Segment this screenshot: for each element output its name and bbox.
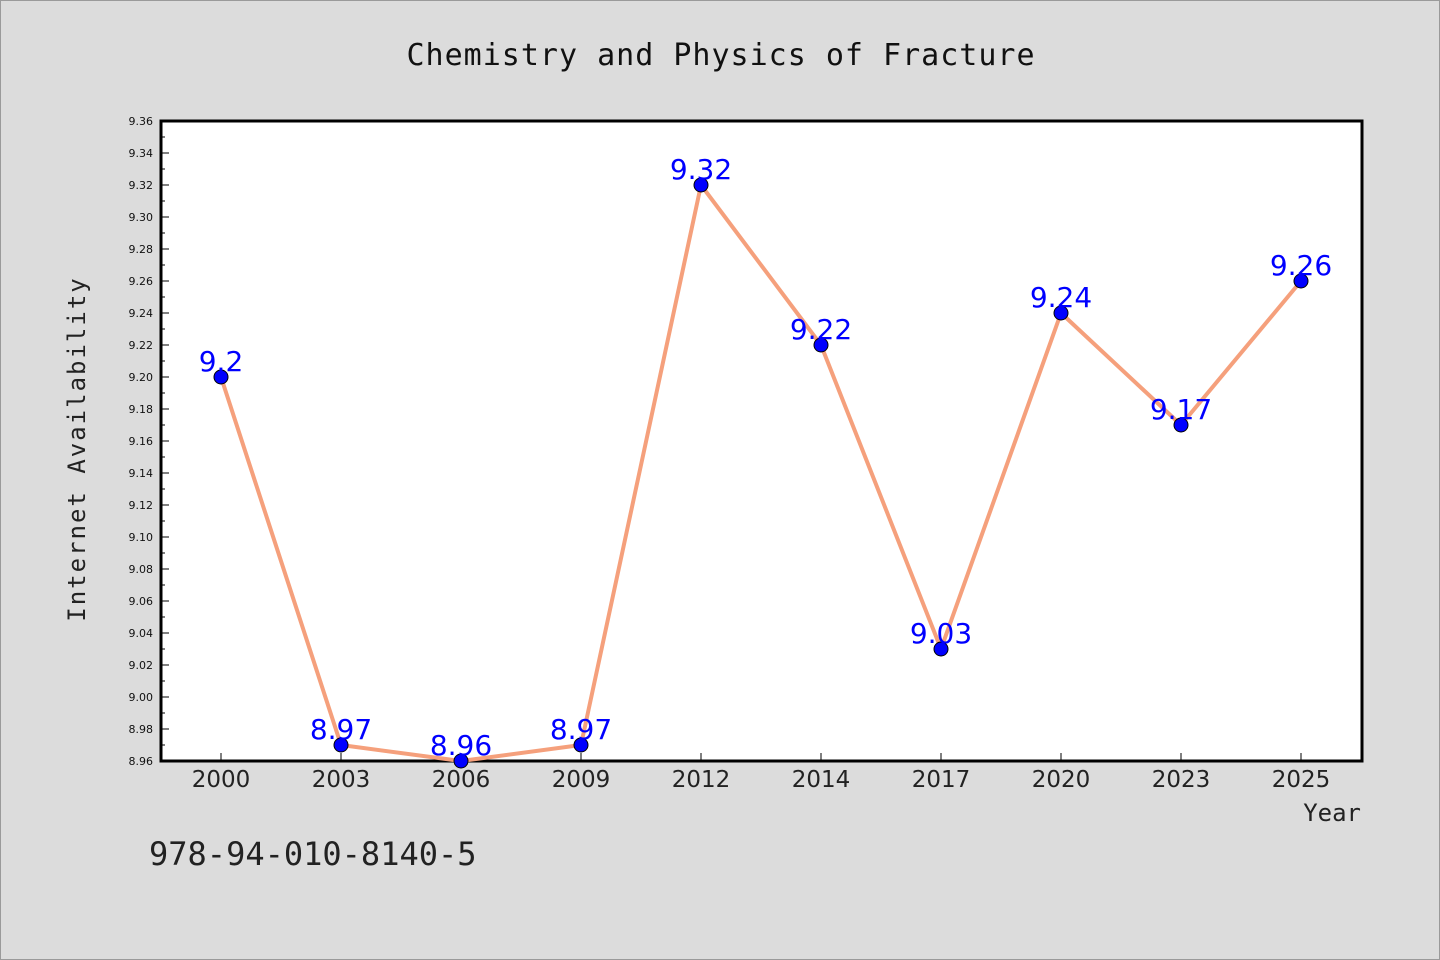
x-tick-label: 2012 [672, 767, 731, 793]
data-point [453, 753, 469, 769]
data-label: 9.22 [790, 313, 852, 346]
y-tick-label: 9.28 [129, 243, 154, 256]
x-tick-label: 2009 [552, 767, 611, 793]
y-tick-label: 9.34 [129, 147, 154, 160]
y-tick-label: 9.22 [129, 339, 154, 352]
data-label: 9.2 [199, 345, 244, 378]
y-tick-label: 9.30 [129, 211, 154, 224]
x-tick-label: 2000 [192, 767, 251, 793]
y-tick-label: 9.10 [129, 531, 154, 544]
data-label: 8.97 [310, 713, 372, 746]
y-tick-label: 9.24 [129, 307, 154, 320]
y-tick-label: 8.98 [129, 723, 154, 736]
y-tick-label: 9.04 [129, 627, 154, 640]
data-point [213, 369, 229, 385]
y-tick-label: 8.96 [129, 755, 154, 768]
data-point [1173, 417, 1189, 433]
data-label-layer: 9.2 8.97 8.96 8.97 9.32 9.22 9.03 9.24 9.17 9.26 [199, 153, 1332, 762]
y-tick-label: 9.26 [129, 275, 154, 288]
data-label: 9.26 [1270, 249, 1332, 282]
footer-isbn: 978-94-010-8140-5 [149, 835, 477, 873]
y-tick-label: 9.20 [129, 371, 154, 384]
y-tick-label: 9.06 [129, 595, 154, 608]
y-tick-label: 9.18 [129, 403, 154, 416]
series-line [219, 183, 1303, 763]
data-point [1293, 273, 1309, 289]
y-tick-label: 9.08 [129, 563, 154, 576]
y-tick-label: 9.14 [129, 467, 154, 480]
data-label: 9.03 [910, 617, 972, 650]
x-tick-label: 2003 [312, 767, 371, 793]
data-point [333, 737, 349, 753]
marker-layer [213, 177, 1309, 769]
data-point [573, 737, 589, 753]
data-point [693, 177, 709, 193]
data-point [1053, 305, 1069, 321]
x-axis-title: Year [1303, 799, 1361, 827]
y-tick-label: 9.00 [129, 691, 154, 704]
y-axis-title: Internet Availability [63, 276, 91, 621]
data-label: 9.17 [1150, 393, 1212, 426]
plot-area [159, 119, 1364, 763]
data-point [933, 641, 949, 657]
series-layer [219, 183, 1303, 763]
y-tick-label: 9.02 [129, 659, 154, 672]
data-label: 9.24 [1030, 281, 1092, 314]
data-label: 8.96 [430, 729, 492, 762]
x-tick-label: 2025 [1272, 767, 1331, 793]
y-tick-label: 9.16 [129, 435, 154, 448]
y-tick-label: 9.32 [129, 179, 154, 192]
y-tick-label: 9.12 [129, 499, 154, 512]
chart-title: Chemistry and Physics of Fracture [406, 38, 1035, 73]
x-tick-label: 2020 [1032, 767, 1091, 793]
y-axis: 8.96 8.98 9.00 9.02 9.04 9.06 9.08 9.10 9.12 9.14… [129, 115, 169, 768]
x-tick-label: 2017 [912, 767, 971, 793]
data-label: 8.97 [550, 713, 612, 746]
x-axis: 2000 2003 2006 2009 2012 2014 2017 2020 2023 2025 [192, 753, 1331, 793]
data-point [813, 337, 829, 353]
x-tick-label: 2014 [792, 767, 851, 793]
x-tick-label: 2023 [1152, 767, 1211, 793]
y-tick-label: 9.36 [129, 115, 154, 128]
x-tick-label: 2006 [432, 767, 491, 793]
data-label: 9.32 [670, 153, 732, 186]
